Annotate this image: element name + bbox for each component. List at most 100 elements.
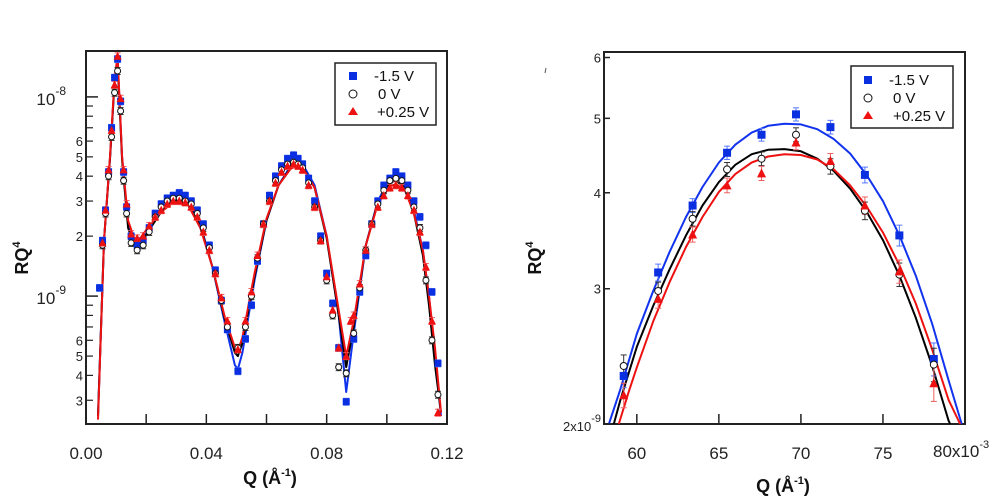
- right-y-tick-label: 4: [594, 186, 601, 201]
- right-fit-line-0: [607, 122, 963, 425]
- right-point-circle: [757, 154, 766, 163]
- left-point-triangle: [116, 94, 125, 103]
- right-fit-curves: [607, 122, 963, 425]
- left-point-triangle: [283, 161, 292, 170]
- left-point-circle: [127, 239, 135, 247]
- left-point-square: [278, 162, 286, 170]
- left-point-triangle: [361, 245, 370, 254]
- left-y-minor-label: 4: [76, 169, 83, 184]
- left-point-square: [434, 359, 442, 367]
- left-point-triangle: [98, 238, 107, 247]
- right-legend-label-0: -1.5 V: [889, 72, 929, 89]
- right-point-square: [757, 130, 766, 139]
- left-point-square: [428, 288, 436, 296]
- left-point-square: [290, 151, 298, 159]
- left-x-tick-label: 0.00: [69, 444, 102, 463]
- left-point-square: [299, 160, 307, 168]
- left-point-square: [392, 168, 400, 176]
- right-point-circle: [723, 165, 732, 174]
- right-point-triangle: [791, 137, 801, 147]
- right-point-circle: [619, 361, 628, 370]
- left-point-circle: [350, 329, 358, 337]
- left-point-triangle: [193, 212, 202, 221]
- right-legend: -1.5 V 0 V +0.25 V: [850, 65, 954, 129]
- left-point-triangle: [403, 190, 412, 199]
- left-point-square: [398, 172, 406, 180]
- left-point-triangle: [421, 262, 430, 271]
- left-point-triangle: [409, 205, 418, 214]
- left-point-circle: [117, 107, 125, 115]
- right-point-triangle: [894, 266, 904, 276]
- left-point-triangle: [334, 343, 343, 352]
- right-point-square: [860, 170, 869, 179]
- left-point-square: [305, 174, 313, 182]
- right-legend-label-2: +0.25 V: [893, 108, 945, 125]
- left-point-circle: [133, 246, 141, 254]
- left-point-triangle: [271, 178, 280, 187]
- left-point-triangle: [346, 316, 355, 325]
- legend-marker-square: [349, 72, 357, 80]
- left-point-square: [410, 197, 418, 205]
- left-y-minor-label: 3: [76, 393, 83, 408]
- left-x-tick-label: 0.08: [310, 444, 343, 463]
- left-point-triangle: [385, 183, 394, 192]
- left-legend-label-2: +0.25 V: [377, 104, 429, 121]
- left-point-triangle: [181, 198, 190, 207]
- left-point-triangle: [349, 310, 358, 319]
- left-point-circle: [398, 177, 406, 185]
- right-point-square: [688, 201, 697, 210]
- left-point-triangle: [199, 227, 208, 236]
- left-point-square: [404, 181, 412, 189]
- left-point-square: [266, 191, 274, 199]
- left-point-square: [199, 220, 207, 228]
- left-point-triangle: [163, 199, 172, 208]
- left-point-circle: [342, 369, 350, 377]
- right-x-tick-label: 70: [791, 444, 810, 463]
- right-y-axis-title: RQ4: [524, 241, 545, 275]
- left-point-circle: [335, 363, 343, 371]
- left-y-minor-label: 6: [76, 134, 83, 149]
- stray-mark: [544, 67, 547, 74]
- right-point-square: [791, 110, 800, 119]
- left-y-minor-label: 5: [76, 150, 83, 165]
- right-y-tick-label: 6: [594, 51, 601, 66]
- left-point-triangle: [265, 196, 274, 205]
- left-point-triangle: [187, 202, 196, 211]
- left-point-square: [181, 191, 189, 199]
- left-point-triangle: [355, 279, 364, 288]
- left-point-circle: [120, 177, 128, 185]
- left-point-triangle: [110, 80, 119, 89]
- legend-marker-triangle: [863, 111, 873, 119]
- left-point-triangle: [289, 159, 298, 168]
- left-point-square: [362, 251, 370, 259]
- right-point-triangle: [653, 293, 663, 303]
- left-point-circle: [386, 177, 394, 185]
- left-point-triangle: [342, 351, 351, 360]
- left-point-triangle: [322, 272, 331, 281]
- right-legend-label-1: 0 V: [893, 90, 916, 107]
- left-y-minor-label: 2: [76, 229, 83, 244]
- right-point-circle: [654, 286, 663, 295]
- left-point-square: [96, 284, 104, 292]
- left-point-square: [342, 398, 350, 406]
- left-y-minor-label: 3: [76, 194, 83, 209]
- left-point-triangle: [304, 180, 313, 189]
- right-point-square: [895, 231, 904, 240]
- left-point-triangle: [151, 212, 160, 221]
- left-point-triangle: [127, 229, 136, 238]
- left-point-circle: [123, 209, 131, 217]
- right-y-tick-label: 2x10-9: [563, 413, 601, 434]
- right-x-tick-label: 75: [873, 444, 892, 463]
- left-point-triangle: [169, 196, 178, 205]
- left-point-triangle: [122, 199, 131, 208]
- right-y-tick-label: 3: [594, 282, 601, 297]
- left-point-triangle: [433, 408, 442, 417]
- left-y-minor-label: 5: [76, 349, 83, 364]
- left-point-triangle: [133, 233, 142, 242]
- right-point-triangle: [688, 229, 698, 239]
- right-point-triangle: [860, 200, 870, 210]
- right-point-circle: [929, 360, 938, 369]
- left-point-square: [111, 74, 119, 82]
